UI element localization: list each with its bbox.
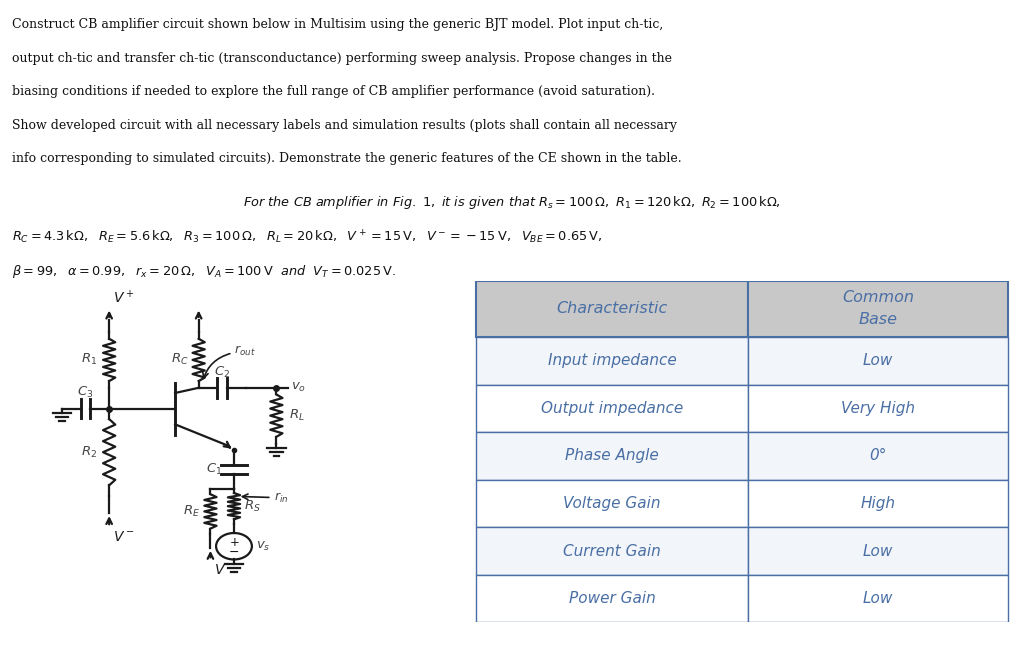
Text: $V^-$: $V^-$ — [214, 562, 236, 577]
Text: $r_{out}$: $r_{out}$ — [234, 344, 256, 358]
Text: 0°: 0° — [869, 448, 887, 463]
Text: $R_S$: $R_S$ — [245, 499, 261, 514]
Bar — [748, 480, 1009, 527]
Text: Very High: Very High — [841, 401, 915, 416]
Text: $C_3$: $C_3$ — [78, 385, 94, 400]
Text: $C_2$: $C_2$ — [214, 365, 230, 380]
Text: Input impedance: Input impedance — [548, 353, 677, 368]
Text: $\mathit{For\ the\ CB\ amplifier\ in\ Fig.\ 1,\ it\ is\ given\ that}$$\ R_s = 10: $\mathit{For\ the\ CB\ amplifier\ in\ Fi… — [243, 194, 781, 210]
Text: Low: Low — [863, 544, 893, 559]
Text: $\beta = 99,\ \ \alpha = 0.99,\ \ r_x = 20\,\Omega,\ \ V_A = 100\,\mathrm{V}\ \ : $\beta = 99,\ \ \alpha = 0.99,\ \ r_x = … — [12, 263, 396, 279]
Bar — [748, 337, 1009, 384]
Text: Power Gain: Power Gain — [568, 591, 655, 606]
Text: Characteristic: Characteristic — [556, 301, 668, 316]
Text: Voltage Gain: Voltage Gain — [563, 496, 660, 511]
Text: Current Gain: Current Gain — [563, 544, 662, 559]
Text: Phase Angle: Phase Angle — [565, 448, 659, 463]
Text: $V^-$: $V^-$ — [113, 530, 134, 544]
Bar — [476, 281, 748, 337]
Bar — [748, 281, 1009, 337]
Text: $R_C = 4.3\,\mathrm{k}\Omega,\ \ R_E = 5.6\,\mathrm{k}\Omega,\ \ R_3 = 100\,\Ome: $R_C = 4.3\,\mathrm{k}\Omega,\ \ R_E = 5… — [12, 228, 602, 246]
Text: $V^+$: $V^+$ — [113, 288, 134, 306]
Text: biasing conditions if needed to explore the full range of CB amplifier performan: biasing conditions if needed to explore … — [12, 85, 655, 98]
Text: Low: Low — [863, 353, 893, 368]
Text: Show developed circuit with all necessary labels and simulation results (plots s: Show developed circuit with all necessar… — [12, 119, 677, 132]
Text: $C_1$: $C_1$ — [206, 462, 222, 477]
Bar — [476, 384, 748, 432]
Text: Output impedance: Output impedance — [541, 401, 683, 416]
Bar — [476, 337, 748, 384]
Bar — [748, 432, 1009, 480]
Text: $R_C$: $R_C$ — [171, 352, 188, 368]
Text: $R_2$: $R_2$ — [81, 444, 97, 460]
Text: $R_L$: $R_L$ — [289, 408, 305, 423]
Text: $v_s$: $v_s$ — [256, 540, 270, 553]
Bar — [476, 575, 748, 622]
Text: Common
Base: Common Base — [842, 290, 914, 328]
Text: High: High — [860, 496, 896, 511]
Bar — [748, 575, 1009, 622]
Bar — [748, 384, 1009, 432]
Bar — [476, 527, 748, 575]
Text: output ch-tic and transfer ch-tic (transconductance) performing sweep analysis. : output ch-tic and transfer ch-tic (trans… — [12, 52, 673, 64]
Text: $R_1$: $R_1$ — [81, 352, 97, 368]
Text: Low: Low — [863, 591, 893, 606]
Text: $r_{in}$: $r_{in}$ — [274, 490, 289, 504]
Text: $R_E$: $R_E$ — [183, 504, 200, 519]
Bar — [476, 480, 748, 527]
Bar — [748, 527, 1009, 575]
Bar — [476, 432, 748, 480]
Text: info corresponding to simulated circuits). Demonstrate the generic features of t: info corresponding to simulated circuits… — [12, 152, 682, 165]
Text: $-$: $-$ — [228, 545, 240, 558]
Text: $v_o$: $v_o$ — [291, 381, 305, 394]
Text: $+$: $+$ — [228, 535, 240, 548]
Text: Construct CB amplifier circuit shown below in Multisim using the generic BJT mod: Construct CB amplifier circuit shown bel… — [12, 18, 664, 31]
